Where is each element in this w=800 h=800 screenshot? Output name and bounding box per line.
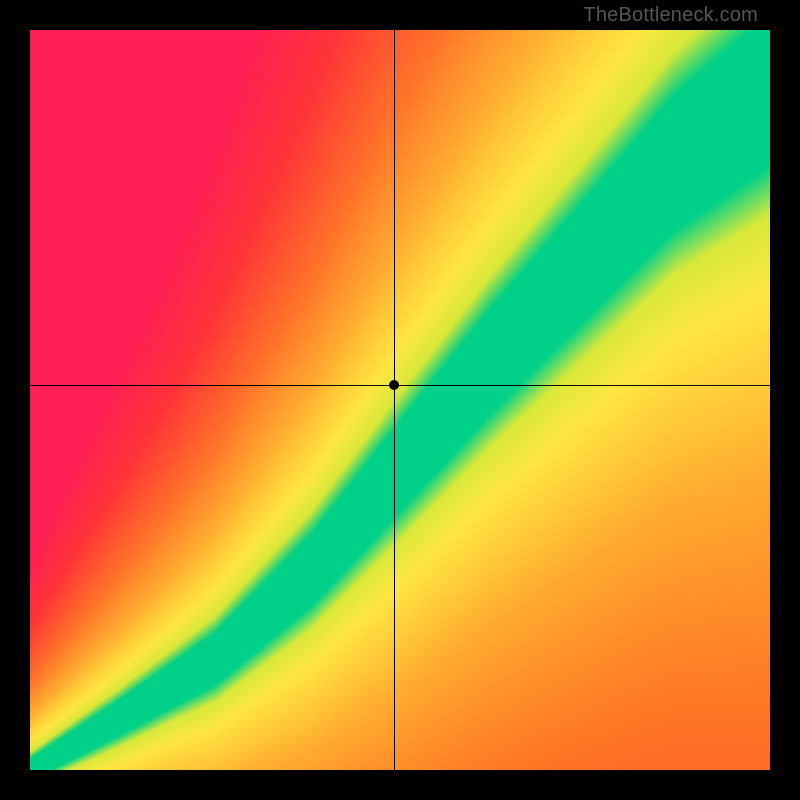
watermark-text: TheBottleneck.com	[583, 4, 758, 27]
heatmap-plot	[30, 30, 770, 770]
crosshair-marker	[389, 380, 399, 390]
heatmap-canvas	[30, 30, 770, 770]
crosshair-vertical	[394, 30, 395, 770]
crosshair-horizontal	[30, 385, 770, 386]
